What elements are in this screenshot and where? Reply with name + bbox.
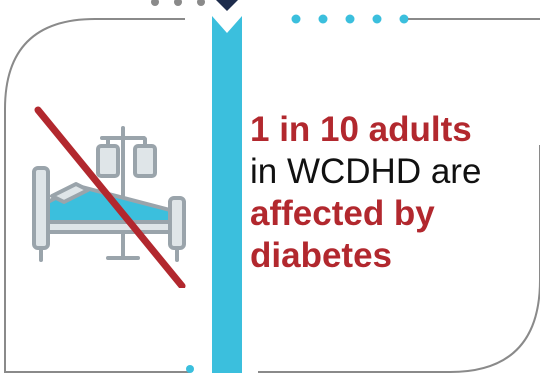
hospital-bed-icon [20,98,200,290]
center-bar [212,16,242,373]
navy-diamond [216,0,238,11]
left-frame-outline [4,18,185,373]
prohibited-slash-icon [34,106,186,290]
stat-highlight-2b: diabetes [250,236,392,275]
bed-icon [32,166,186,262]
left-frame-dot [186,365,194,373]
stat-highlight-2a: affected by [250,194,435,233]
diabetes-statistic: 1 in 10 adults in WCDHD are affected by … [250,109,535,277]
iv-pole-icon [96,126,157,260]
stat-plain-text: in WCDHD are [250,152,482,191]
stat-highlight-1: 1 in 10 adults [250,110,472,149]
right-dots [291,14,409,24]
top-dots [151,0,205,6]
